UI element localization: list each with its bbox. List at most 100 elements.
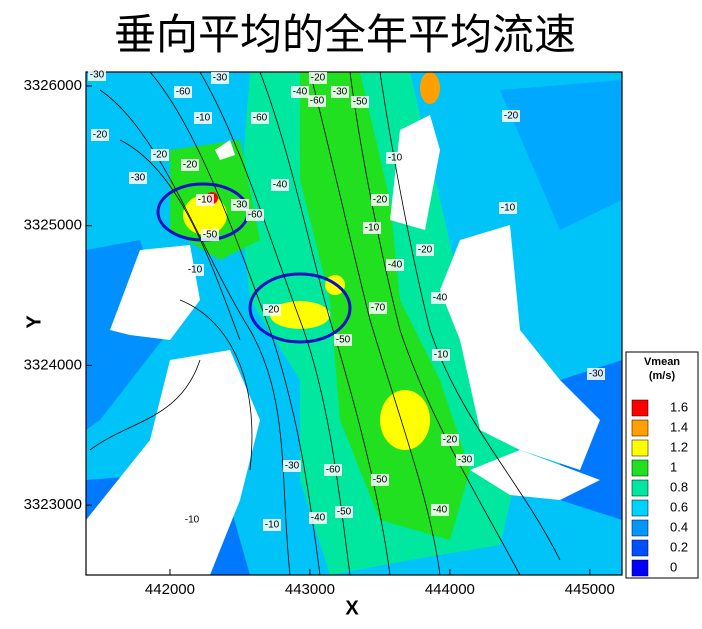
colorbar-label: 1.4 — [670, 419, 688, 434]
contour-label-bg — [201, 229, 219, 241]
contour-label-bg — [91, 129, 109, 141]
contour-label: -50 — [353, 97, 368, 108]
contour-label: -40 — [311, 513, 326, 524]
contour-label: -10 — [198, 195, 213, 206]
contour-label: -60 — [310, 96, 325, 107]
colorbar-title: Vmean — [644, 356, 680, 368]
contour-label: -50 — [203, 230, 218, 241]
chart-title: 垂向平均的全年平均流速 — [114, 10, 576, 59]
contour-label: -40 — [388, 260, 403, 271]
x-tick-label: 442000 — [145, 581, 195, 598]
y-tick-label: 3323000 — [24, 496, 82, 513]
colorbar-label: 1.2 — [670, 439, 688, 454]
x-tick-label: 445000 — [565, 581, 615, 598]
contour-label: -10 — [188, 265, 203, 276]
contour-label: -20 — [311, 73, 326, 84]
contour-label: -60 — [326, 465, 341, 476]
contour-label: -30 — [333, 87, 348, 98]
contour-label: -60 — [248, 210, 263, 221]
contour-label: -20 — [93, 130, 108, 141]
contour-label-bg — [456, 454, 474, 466]
contour-label: -50 — [337, 507, 352, 518]
colorbar-swatch — [631, 559, 649, 577]
contour-label-bg — [363, 222, 381, 234]
colorbar-swatch — [631, 519, 649, 537]
colorbar-label: 1.6 — [670, 399, 688, 414]
contour-label-bg — [371, 194, 389, 206]
contour-label-bg — [386, 152, 404, 164]
field — [86, 72, 622, 575]
x-tick-label: 444000 — [425, 581, 475, 598]
contour-label-bg — [196, 194, 214, 206]
contour-label: -30 — [131, 173, 146, 184]
contour-label-bg — [587, 368, 605, 380]
contour-label-bg — [291, 86, 309, 98]
contour-label-bg — [88, 69, 106, 81]
contour-label-bg — [334, 334, 352, 346]
contour-label-bg — [416, 244, 434, 256]
contour-label: -10 — [388, 153, 403, 164]
contour-label-bg — [246, 209, 264, 221]
colorbar-label: 0.2 — [670, 539, 688, 554]
contour-label-bg — [129, 172, 147, 184]
contour-label: -20 — [265, 305, 280, 316]
contour-label: -60 — [253, 113, 268, 124]
contour-label-bg — [151, 149, 169, 161]
contour-label-bg — [283, 460, 301, 472]
contour-label-bg — [309, 512, 327, 524]
y-tick-label: 3326000 — [24, 77, 82, 94]
contour-label: -30 — [233, 200, 248, 211]
contour-label: -20 — [183, 160, 198, 171]
contour-label-bg — [324, 464, 342, 476]
colorbar-label: 1 — [670, 459, 677, 474]
y-tick-label: 3324000 — [24, 356, 82, 373]
contour-label: -20 — [504, 111, 519, 122]
contour-label-bg — [271, 179, 289, 191]
contour-label-bg — [183, 514, 201, 526]
contour-label: -30 — [90, 70, 105, 81]
contour-label-bg — [263, 519, 281, 531]
contour-label: -20 — [373, 195, 388, 206]
contour-label-bg — [369, 302, 387, 314]
colorbar-swatch — [631, 439, 649, 457]
contour-label: -30 — [589, 369, 604, 380]
colorbar-swatch — [631, 419, 649, 437]
contour-label-bg — [499, 202, 517, 214]
contour-label-bg — [441, 434, 459, 446]
colorbar-swatch — [631, 459, 649, 477]
contour-label-bg — [371, 474, 389, 486]
contour-label: -10 — [434, 350, 449, 361]
contour-label: -50 — [336, 335, 351, 346]
contour-label-bg — [194, 112, 212, 124]
y-axis-label: Y — [23, 315, 45, 329]
contour-label: -10 — [501, 203, 516, 214]
contour-label: -10 — [265, 520, 280, 531]
plot-frame — [85, 71, 623, 576]
contour-label: -20 — [153, 150, 168, 161]
contour-label-bg — [431, 504, 449, 516]
contour-label-bg — [263, 304, 281, 316]
contour-label-bg — [309, 72, 327, 84]
contour-label-bg — [502, 110, 520, 122]
contour-label: -30 — [285, 461, 300, 472]
contour-label-bg — [331, 86, 349, 98]
contour-label: -40 — [433, 293, 448, 304]
contour-label: -70 — [371, 303, 386, 314]
contour-label-bg — [431, 292, 449, 304]
contour-label-bg — [211, 72, 229, 84]
contour-label: -40 — [433, 505, 448, 516]
colorbar-label: 0 — [670, 559, 677, 574]
contour-label: -40 — [293, 87, 308, 98]
contour-label-bg — [432, 349, 450, 361]
contour-label: -30 — [458, 455, 473, 466]
colorbar-swatch — [631, 539, 649, 557]
colorbar-unit: (m/s) — [649, 370, 676, 382]
contour-label-bg — [335, 506, 353, 518]
colorbar-label: 0.8 — [670, 479, 688, 494]
contour-label-bg — [186, 264, 204, 276]
contour-label-bg — [231, 199, 249, 211]
colorbar-label: 0.6 — [670, 499, 688, 514]
contour-label-bg — [251, 112, 269, 124]
contour-label: -20 — [418, 245, 433, 256]
contour-label: -50 — [373, 475, 388, 486]
